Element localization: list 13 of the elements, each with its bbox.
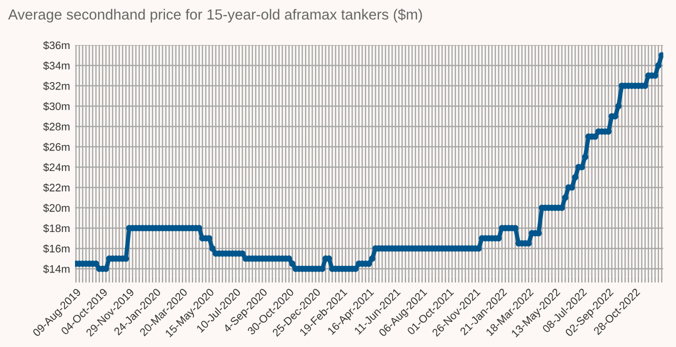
y-tick-label: $24m — [43, 163, 70, 172]
y-tick-label: $30m — [43, 102, 70, 111]
y-tick-label: $16m — [43, 244, 70, 254]
y-tick-label: $34m — [43, 61, 70, 70]
y-tick-label: $14m — [43, 264, 70, 274]
y-tick-label: $18m — [43, 224, 70, 233]
y-tick-label: $22m — [43, 183, 70, 192]
y-tick-label: $26m — [43, 142, 70, 152]
y-tick-label: $36m — [43, 41, 70, 50]
chart-title: Average secondhand price for 15-year-old aframax tankers ($m) — [8, 8, 422, 23]
y-tick-label: $20m — [43, 204, 70, 212]
y-tick-label: $28m — [43, 122, 70, 132]
y-tick-label: $32m — [43, 82, 70, 90]
